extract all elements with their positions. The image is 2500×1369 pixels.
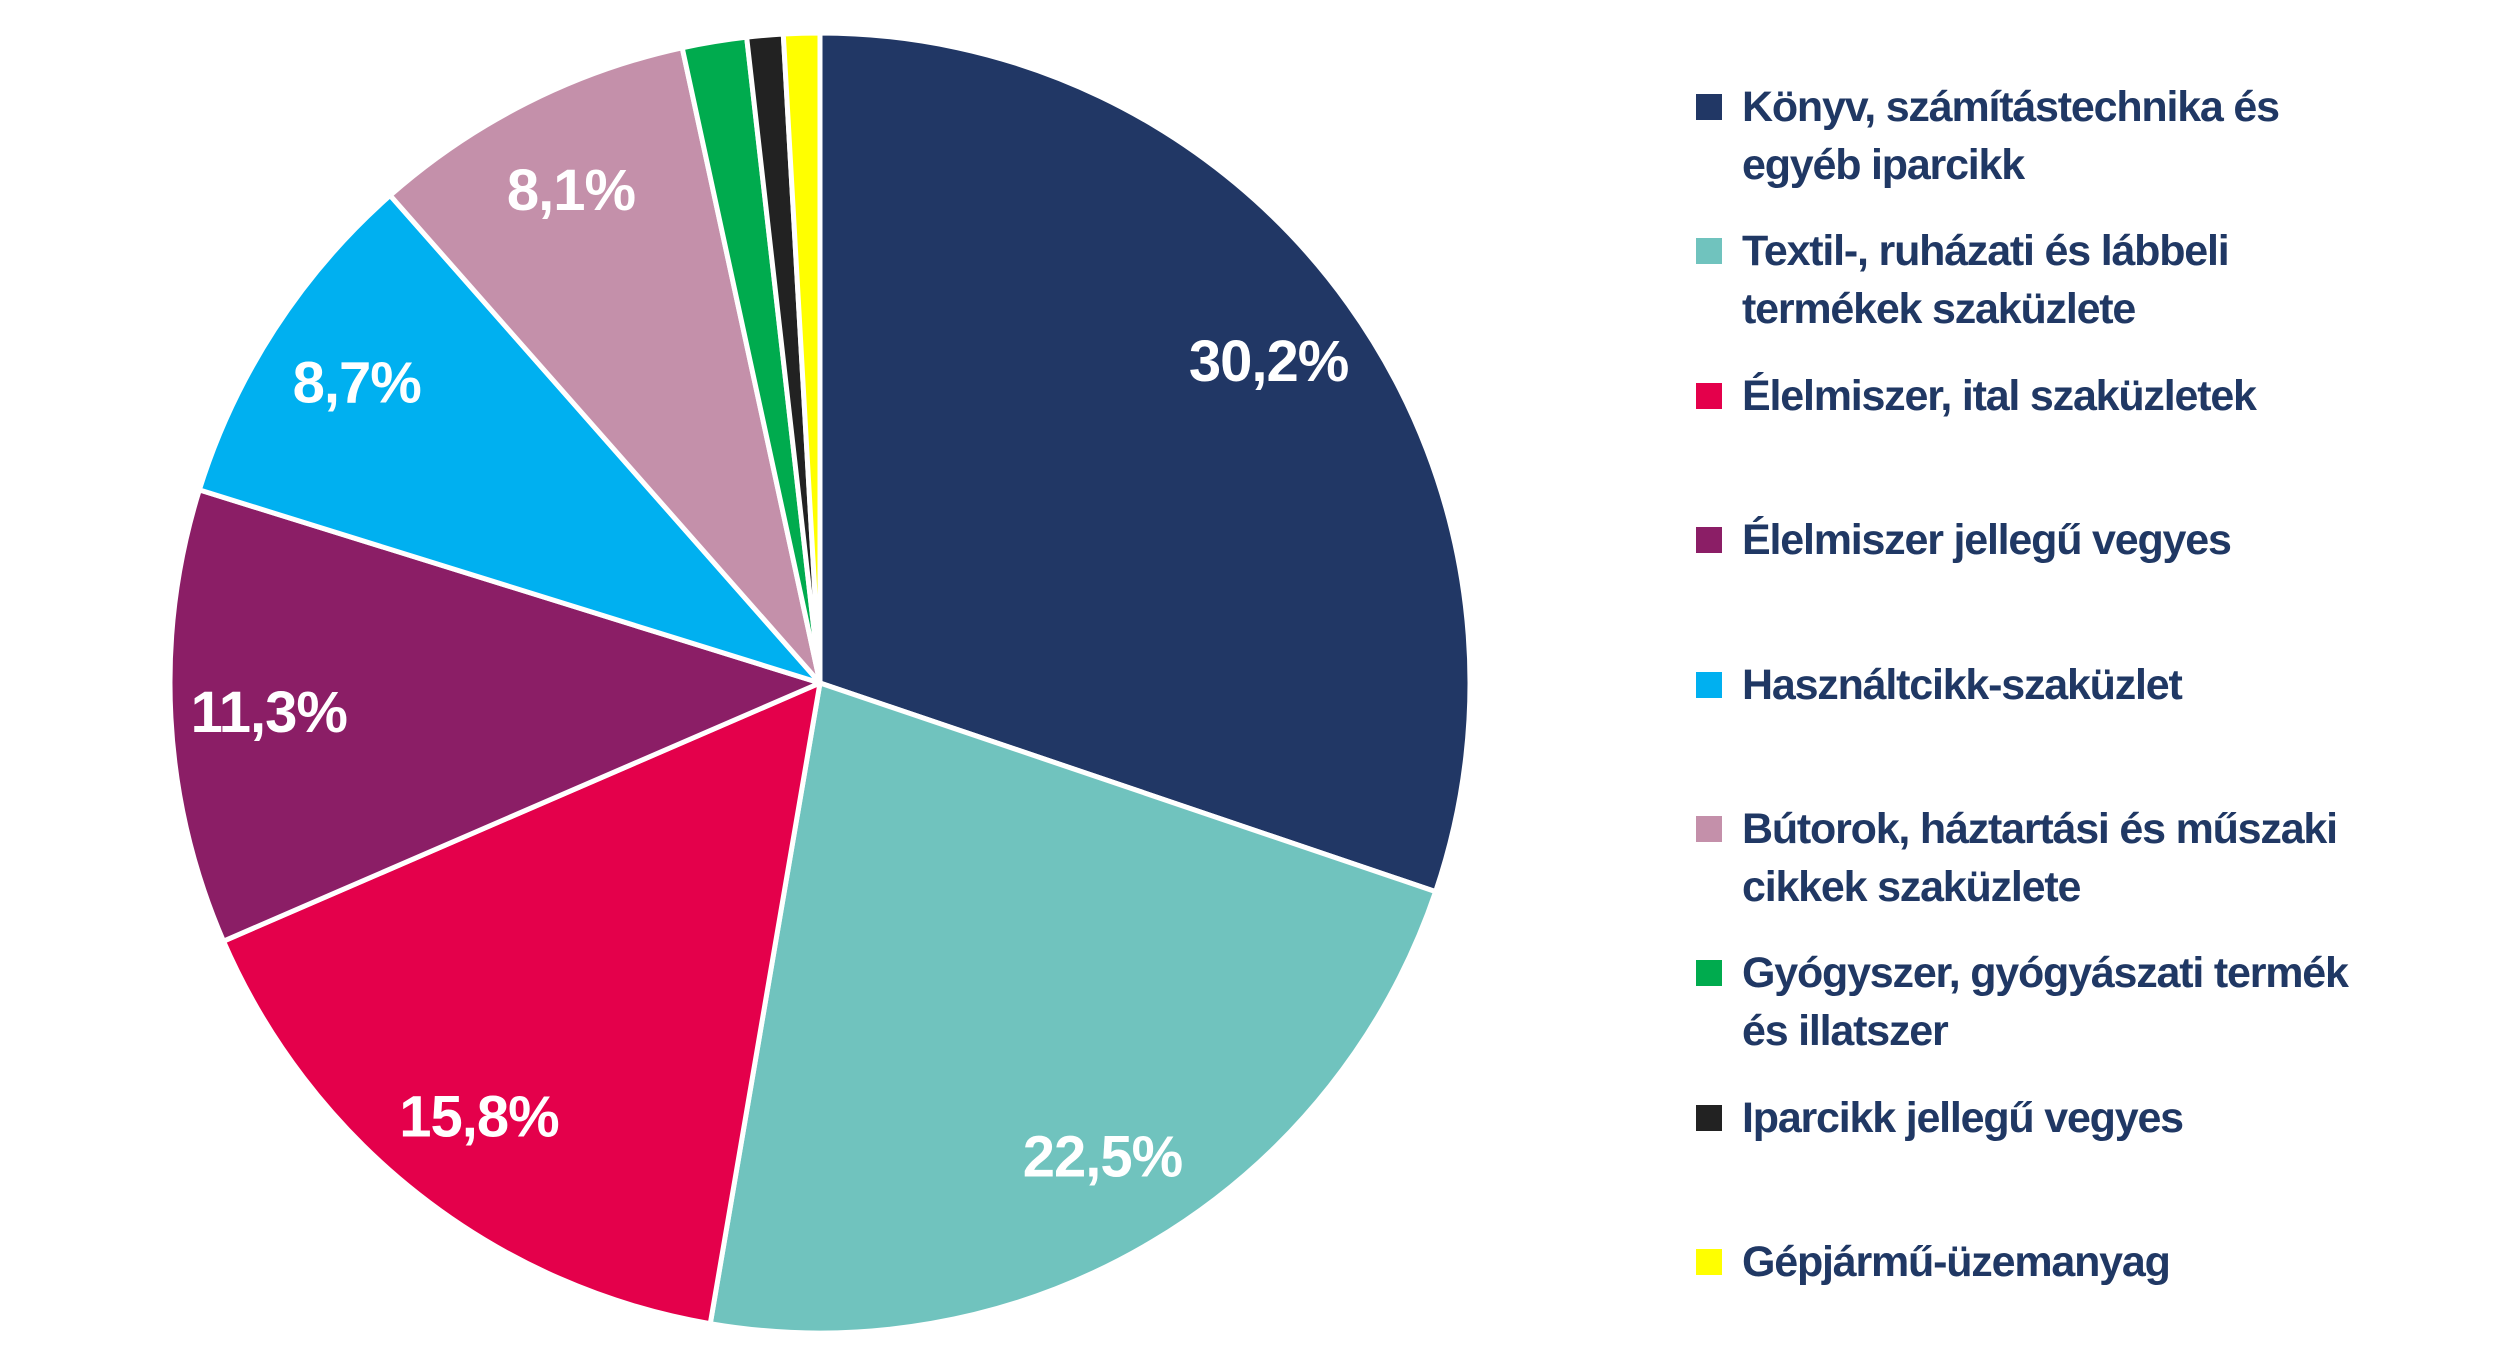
data-label-6: 8,1% [507, 158, 636, 223]
legend-label-line: Textil-, ruházati és lábbeli [1742, 227, 2230, 276]
legend-label: Gépjármű-üzemanyag [1742, 1233, 2482, 1291]
pie-slice-9 [780, 30, 823, 686]
legend-marker-icon [1696, 1249, 1722, 1276]
legend-marker-icon [1696, 816, 1722, 842]
legend-label-line: Gépjármű-üzemanyag [1742, 1238, 2171, 1287]
legend-marker-icon [1696, 671, 1722, 698]
legend-label-line: Iparcikk jellegű vegyes [1742, 1093, 2184, 1142]
pie-chart: 30,2% 22,5% 15,8% 11,3% 8,7% 8,1% [167, 30, 1473, 1336]
legend-label-line: Használtcikk-szaküzlet [1742, 660, 2183, 709]
pie-slice-6 [387, 45, 823, 686]
legend-label: Textil-, ruházati és lábbeli termékek sza… [1742, 222, 2482, 338]
legend-label-line: cikkek szaküzlete [1742, 863, 2081, 911]
pie-slice-4 [167, 487, 823, 944]
legend-label-line: egyéb iparcikk [1742, 141, 2025, 189]
data-label-3: 15,8% [399, 1085, 559, 1150]
data-label-1: 30,2% [1189, 329, 1349, 394]
data-label-4: 11,3% [191, 680, 348, 745]
legend-label: Használtcikk-szaküzlet [1742, 656, 2482, 714]
pie-data-labels: 30,2% 22,5% 15,8% 11,3% 8,7% 8,1% [191, 158, 1350, 1190]
legend-label-line: Bútorok, háztartási és műszaki [1742, 805, 2338, 853]
data-label-2: 22,5% [1023, 1125, 1183, 1190]
legend-marker-icon [1696, 94, 1722, 120]
legend-label: Bútorok, háztartási és műszaki cikkek sza… [1742, 800, 2482, 916]
pie-slice-1 [817, 30, 1473, 895]
legend-label-line: Élelmiszer, ital szaküzletek [1742, 371, 2257, 420]
legend-label: Gyógyszer, gyógyászati termék és illatsze… [1742, 944, 2482, 1060]
legend-label-line: Élelmiszer jellegű vegyes [1742, 516, 2232, 565]
legend-label-line: termékek szaküzlete [1742, 285, 2136, 334]
legend-marker-icon [1696, 1104, 1722, 1131]
pie-slice-5 [196, 192, 823, 686]
legend-label: Élelmiszer jellegű vegyes [1742, 511, 2482, 569]
legend-label-line: és illatszer [1742, 1007, 1949, 1056]
legend-marker-icon [1696, 382, 1722, 409]
legend-marker-icon [1696, 527, 1722, 554]
legend-label-line: Könyv, számítástechnika és [1742, 83, 2280, 131]
pie-slice-2 [707, 680, 1439, 1336]
legend-marker-icon [1696, 238, 1722, 265]
pie-slices [167, 30, 1473, 1336]
data-label-5: 8,7% [293, 350, 422, 415]
legend-label: Iparcikk jellegű vegyes [1742, 1089, 2482, 1147]
pie-slice-3 [220, 680, 823, 1327]
legend-label: Könyv, számítástechnika és egyéb iparcikk [1742, 78, 2482, 194]
legend-marker-icon [1696, 960, 1722, 987]
legend-label-line: Gyógyszer, gyógyászati termék [1742, 949, 2349, 998]
legend-label: Élelmiszer, ital szaküzletek [1742, 367, 2482, 425]
chart-legend: Könyv, számítástechnika és egyéb iparcikk… [1696, 0, 2486, 1369]
